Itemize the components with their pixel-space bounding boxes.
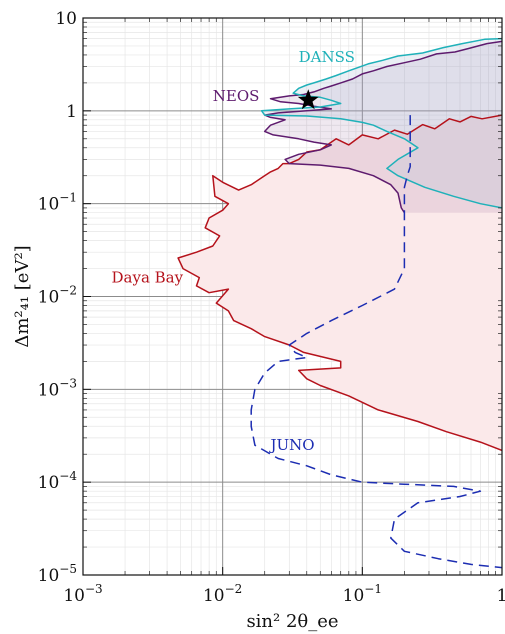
curve-neos xyxy=(263,40,502,214)
best-fit-star xyxy=(297,89,319,110)
best-fit-marker xyxy=(297,89,319,110)
curve-danss xyxy=(260,37,502,209)
axis-ticks xyxy=(82,17,503,576)
y-axis-title: Δm²₄₁ [eV²] xyxy=(12,245,33,347)
y-tick-label: 10−2 xyxy=(38,284,77,308)
series-label: DANSS xyxy=(299,48,355,66)
tick-labels: 10−3 10−2 10−1 1 10−5 10−4 10−3 10−2 10−1 1 10 xyxy=(38,9,505,606)
series-label: Daya Bay xyxy=(112,269,184,287)
exclusion-curves xyxy=(177,37,502,569)
region-fill-neos xyxy=(264,41,502,213)
x-tick-label: 10−3 xyxy=(63,582,102,606)
y-tick-label: 10−3 xyxy=(38,376,77,400)
series-label: NEOS xyxy=(213,87,260,105)
axis-titles: sin² 2θ_ee Δm²₄₁ [eV²] xyxy=(12,245,339,632)
y-tick-label: 10−1 xyxy=(38,191,77,215)
curve-juno xyxy=(250,115,502,569)
y-tick-label: 10 xyxy=(55,9,77,29)
series-label: JUNO xyxy=(268,436,314,454)
y-tick-label: 10−5 xyxy=(38,562,77,586)
x-axis-title: sin² 2θ_ee xyxy=(246,611,338,632)
y-tick-label: 1 xyxy=(66,102,77,122)
x-tick-label: 10−1 xyxy=(343,582,382,606)
curve-daya-bay xyxy=(177,114,502,452)
x-tick-label: 10−2 xyxy=(203,582,242,606)
region-fill-daya-bay xyxy=(178,115,502,451)
x-tick-label: 1 xyxy=(497,586,505,606)
series-labels: DANSS NEOS Daya Bay JUNO xyxy=(112,48,355,454)
y-tick-label: 10−4 xyxy=(38,469,78,493)
